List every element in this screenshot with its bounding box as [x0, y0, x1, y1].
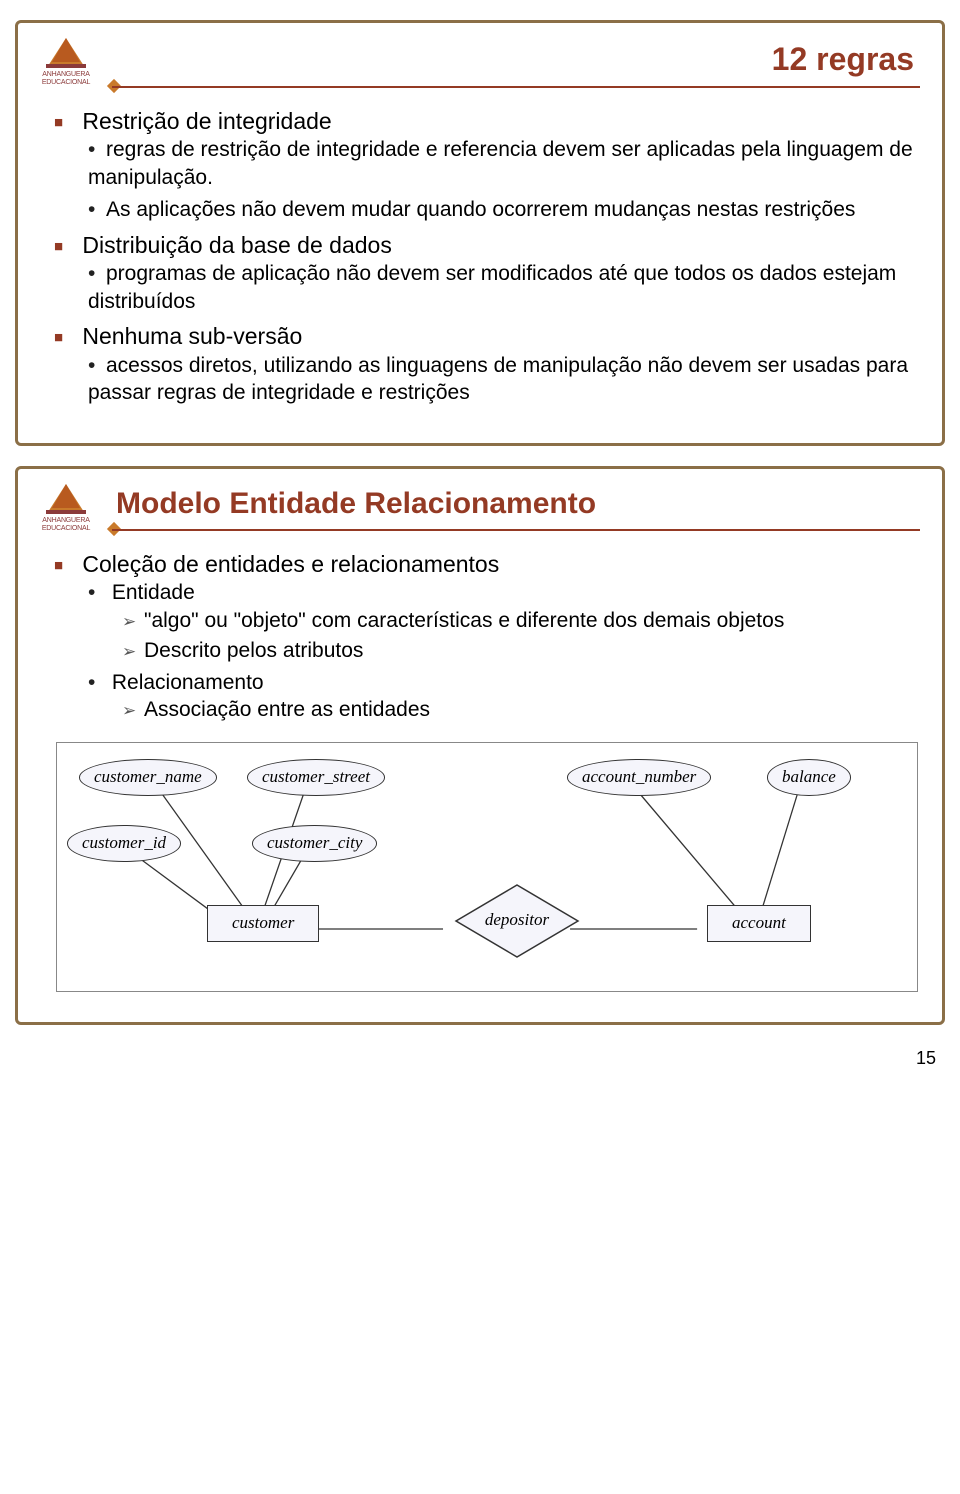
title-divider — [112, 525, 920, 535]
subbullet-text: Relacionamento — [112, 671, 264, 694]
slide-12-regras: ANHANGUERA EDUCACIONAL 12 regras Restriç… — [15, 20, 945, 446]
bullet-distribuicao: Distribuição da base de dados programas … — [54, 230, 920, 316]
title-divider — [112, 82, 920, 92]
er-entity-customer: customer — [207, 905, 319, 941]
subbullet-entidade: Entidade "algo" ou "objeto" com caracter… — [88, 579, 920, 664]
slide-content: Coleção de entidades e relacionamentos E… — [54, 549, 920, 992]
subbullet-text: acessos diretos, utilizando as linguagen… — [88, 354, 908, 405]
er-attr-balance: balance — [767, 759, 851, 795]
er-entity-account: account — [707, 905, 811, 941]
er-attr-account-number: account_number — [567, 759, 711, 795]
subbullet: acessos diretos, utilizando as linguagen… — [88, 352, 920, 407]
bullet-text: Nenhuma sub-versão — [82, 323, 302, 349]
subbullet: regras de restrição de integridade e ref… — [88, 136, 920, 191]
er-attr-customer-id: customer_id — [67, 825, 181, 861]
subbullet-relacionamento: Relacionamento Associação entre as entid… — [88, 669, 920, 724]
logo-text-1: ANHANGUERA — [42, 71, 89, 78]
logo-icon — [44, 482, 88, 516]
bullet-text: Restrição de integridade — [82, 108, 331, 134]
bullet-restricao-integridade: Restrição de integridade regras de restr… — [54, 106, 920, 224]
bullet-text: Distribuição da base de dados — [82, 232, 391, 258]
er-relationship-label: depositor — [452, 909, 582, 931]
er-attr-customer-name: customer_name — [79, 759, 217, 795]
slide-modelo-er: ANHANGUERA EDUCACIONAL Modelo Entidade R… — [15, 466, 945, 1025]
er-diagram: customer_name customer_street customer_i… — [56, 742, 918, 992]
logo-text-2: EDUCACIONAL — [42, 525, 90, 532]
slide-title: 12 regras — [112, 41, 920, 78]
subbullet-text: As aplicações não devem mudar quando oco… — [106, 198, 855, 221]
slide-content: Restrição de integridade regras de restr… — [54, 106, 920, 407]
sub3bullet: Descrito pelos atributos — [122, 637, 920, 665]
slide-header: ANHANGUERA EDUCACIONAL Modelo Entidade R… — [40, 487, 920, 535]
logo-icon — [44, 36, 88, 70]
er-relationship-depositor: depositor — [452, 881, 582, 961]
bullet-nenhuma-subversao: Nenhuma sub-versão acessos diretos, util… — [54, 321, 920, 407]
logo-text-2: EDUCACIONAL — [42, 79, 90, 86]
slide-title: Modelo Entidade Relacionamento — [112, 487, 920, 521]
slide-header: ANHANGUERA EDUCACIONAL 12 regras — [40, 41, 920, 92]
er-attr-customer-street: customer_street — [247, 759, 385, 795]
sub3-text: "algo" ou "objeto" com características e… — [144, 609, 784, 632]
subbullet: programas de aplicação não devem ser mod… — [88, 260, 920, 315]
bullet-colecao: Coleção de entidades e relacionamentos E… — [54, 549, 920, 724]
sub3bullet: "algo" ou "objeto" com características e… — [122, 607, 920, 635]
subbullet-text: Entidade — [112, 581, 195, 604]
bullet-text: Coleção de entidades e relacionamentos — [82, 551, 499, 577]
logo-text-1: ANHANGUERA — [42, 517, 89, 524]
er-attr-customer-city: customer_city — [252, 825, 377, 861]
sub3bullet: Associação entre as entidades — [122, 696, 920, 724]
sub3-text: Descrito pelos atributos — [144, 639, 363, 662]
subbullet: As aplicações não devem mudar quando oco… — [88, 196, 920, 224]
logo: ANHANGUERA EDUCACIONAL — [30, 479, 102, 535]
subbullet-text: regras de restrição de integridade e ref… — [88, 138, 913, 189]
page-number: 15 — [916, 1048, 936, 1069]
logo: ANHANGUERA EDUCACIONAL — [30, 33, 102, 89]
sub3-text: Associação entre as entidades — [144, 698, 430, 721]
subbullet-text: programas de aplicação não devem ser mod… — [88, 262, 896, 313]
